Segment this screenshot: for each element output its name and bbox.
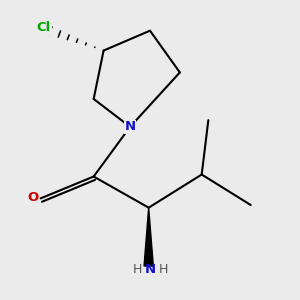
Text: N: N [145,263,156,277]
Text: H: H [159,263,168,277]
Text: N: N [124,120,136,133]
Polygon shape [144,208,153,266]
Text: Cl: Cl [37,21,51,34]
Text: O: O [27,191,38,204]
Text: H: H [133,263,142,277]
